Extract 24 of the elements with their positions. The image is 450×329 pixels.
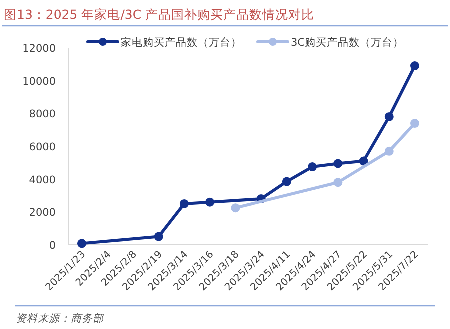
y-tick-label: 0 [49, 240, 56, 252]
chart-title: 图13：2025 年家电/3C 产品国补购买产品数情况对比 [4, 7, 315, 22]
y-tick-label: 4000 [29, 174, 56, 186]
y-tick-label: 2000 [29, 207, 56, 220]
legend-label: 3C购买产品数（万台） [291, 36, 404, 49]
legend-label: 家电购买产品数（万台） [121, 36, 242, 49]
text: 资料来源：商务部 [16, 313, 105, 325]
point [384, 112, 394, 122]
y-tick-label: 6000 [29, 142, 56, 154]
point [384, 146, 394, 156]
point [410, 62, 420, 71]
point [410, 119, 420, 128]
y-tick-label: 12000 [22, 43, 56, 55]
point [206, 198, 215, 207]
point [282, 177, 292, 186]
y-tick-label: 10000 [22, 76, 56, 88]
point [334, 178, 343, 188]
point [180, 199, 189, 208]
y-tick-label: 8000 [29, 108, 56, 121]
point [154, 232, 164, 242]
point [231, 204, 240, 213]
point [78, 239, 86, 248]
point [334, 159, 343, 168]
point [308, 162, 318, 172]
